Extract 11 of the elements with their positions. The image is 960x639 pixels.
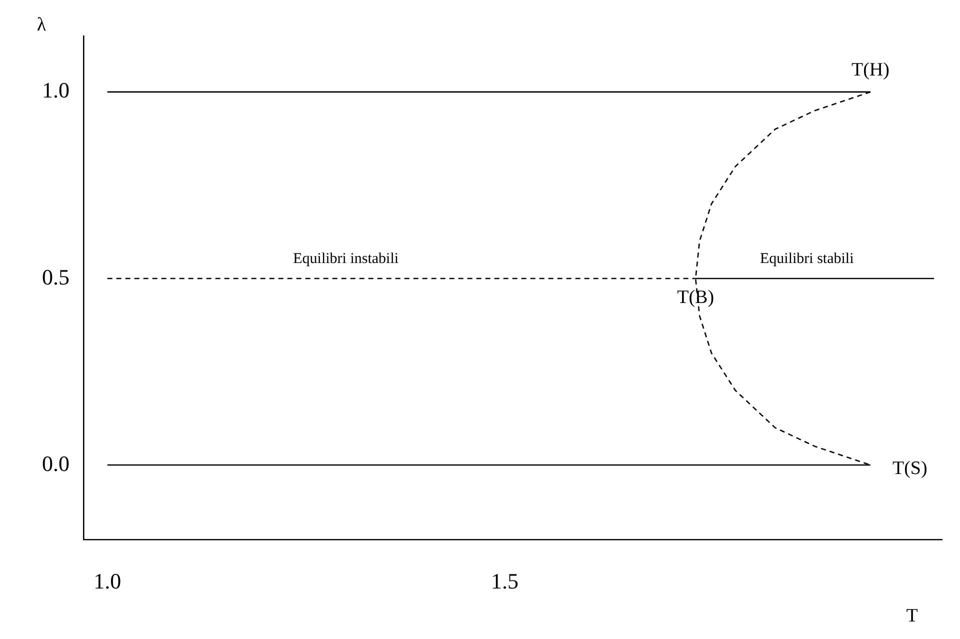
y-tick-label: 1.0 (42, 78, 70, 103)
annotation: T(H) (851, 59, 890, 80)
annotation: T(S) (892, 458, 928, 479)
annotation: Equilibri stabili (760, 250, 854, 267)
y-tick-label: 0.5 (42, 264, 70, 290)
y-tick-label: 0.0 (42, 450, 70, 476)
y-axis-title: λ (36, 14, 47, 36)
x-axis-title: T (906, 605, 918, 626)
annotation: T(B) (677, 286, 714, 308)
x-tick-label: 1.5 (491, 568, 519, 594)
annotation: Equilibri instabili (293, 250, 399, 267)
